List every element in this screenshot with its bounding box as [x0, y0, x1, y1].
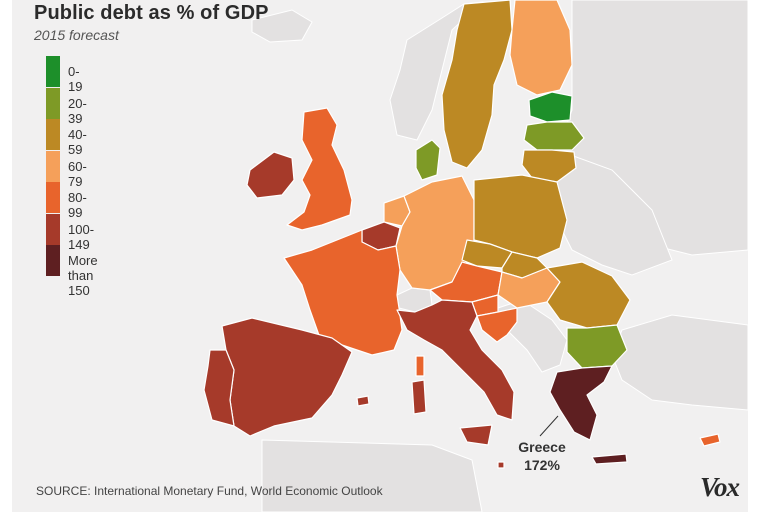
legend-label: 80-99 [68, 190, 87, 220]
country-latvia [523, 121, 585, 151]
europe-map [203, 0, 748, 512]
greece-callout: Greece 172% [502, 438, 582, 474]
greece-callout-name: Greece [518, 439, 566, 455]
country-greece [549, 365, 613, 441]
country-france [283, 229, 403, 356]
country-sweden [441, 0, 513, 169]
country-italy [396, 299, 515, 421]
country-denmark [415, 139, 441, 181]
country-north-africa [261, 439, 483, 512]
country-balearics [356, 395, 370, 407]
legend-label: 0-19 [68, 64, 83, 94]
country-sicily [459, 424, 493, 446]
legend-swatch [46, 150, 60, 182]
country-malta [497, 461, 505, 469]
legend-swatch [46, 182, 60, 213]
country-cyprus [699, 433, 721, 447]
greece-callout-value: 172% [524, 457, 560, 473]
legend-label: 40-59 [68, 127, 87, 157]
country-sardinia [411, 379, 427, 415]
legend-swatch [46, 87, 60, 119]
legend-swatch [46, 245, 60, 276]
country-turkey [611, 314, 748, 411]
legend-label: 20-39 [68, 95, 87, 126]
country-estonia [528, 91, 573, 123]
country-croatia [476, 307, 518, 343]
legend-label: 60-79 [68, 158, 87, 189]
legend-swatch [46, 119, 60, 150]
country-ireland [246, 151, 295, 199]
legend-swatch [46, 213, 60, 245]
country-norway [389, 1, 484, 141]
source-note: SOURCE: International Monetary Fund, Wor… [36, 484, 383, 498]
legend-label: More than 150 [68, 253, 98, 298]
map-subtitle: 2015 forecast [34, 27, 119, 43]
legend-label: 100-149 [68, 221, 95, 252]
country-lithuania [521, 149, 577, 183]
country-bulgaria [566, 324, 628, 369]
country-finland [509, 0, 573, 96]
map-title: Public debt as % of GDP [34, 2, 269, 24]
country-uk [286, 107, 353, 231]
vox-logo: Vox [700, 472, 740, 502]
country-crete [591, 453, 628, 465]
greece-callout-line [539, 415, 559, 437]
legend-swatch [46, 56, 60, 87]
country-portugal [203, 349, 235, 427]
country-romania [546, 261, 631, 329]
country-corsica [415, 355, 425, 377]
map-figure: Public debt as % of GDP 2015 forecast 0-… [12, 0, 748, 512]
country-iceland [251, 9, 313, 43]
